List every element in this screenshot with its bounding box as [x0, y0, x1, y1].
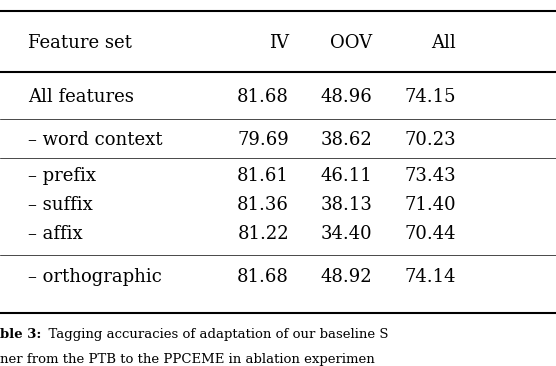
- Text: 71.40: 71.40: [404, 196, 456, 214]
- Text: IV: IV: [269, 34, 289, 52]
- Text: 38.62: 38.62: [321, 131, 373, 149]
- Text: 81.36: 81.36: [237, 196, 289, 214]
- Text: 74.14: 74.14: [404, 268, 456, 286]
- Text: 74.15: 74.15: [404, 88, 456, 106]
- Text: – prefix: – prefix: [28, 167, 96, 185]
- Text: 70.23: 70.23: [404, 131, 456, 149]
- Text: 48.92: 48.92: [321, 268, 373, 286]
- Text: OOV: OOV: [330, 34, 373, 52]
- Text: – affix: – affix: [28, 225, 82, 243]
- Text: 79.69: 79.69: [237, 131, 289, 149]
- Text: All features: All features: [28, 88, 133, 106]
- Text: 70.44: 70.44: [404, 225, 456, 243]
- Text: 81.22: 81.22: [237, 225, 289, 243]
- Text: 73.43: 73.43: [404, 167, 456, 185]
- Text: ner from the PTB to the PPCEME in ablation experimen: ner from the PTB to the PPCEME in ablati…: [0, 353, 375, 366]
- Text: Tagging accuracies of adaptation of our baseline S: Tagging accuracies of adaptation of our …: [40, 328, 389, 341]
- Text: Feature set: Feature set: [28, 34, 132, 52]
- Text: – word context: – word context: [28, 131, 162, 149]
- Text: 38.13: 38.13: [321, 196, 373, 214]
- Text: 81.61: 81.61: [237, 167, 289, 185]
- Text: 34.40: 34.40: [321, 225, 373, 243]
- Text: 81.68: 81.68: [237, 268, 289, 286]
- Text: ble 3:: ble 3:: [0, 328, 41, 341]
- Text: 46.11: 46.11: [321, 167, 373, 185]
- Text: 48.96: 48.96: [321, 88, 373, 106]
- Text: All: All: [431, 34, 456, 52]
- Text: – orthographic: – orthographic: [28, 268, 162, 286]
- Text: 81.68: 81.68: [237, 88, 289, 106]
- Text: – suffix: – suffix: [28, 196, 92, 214]
